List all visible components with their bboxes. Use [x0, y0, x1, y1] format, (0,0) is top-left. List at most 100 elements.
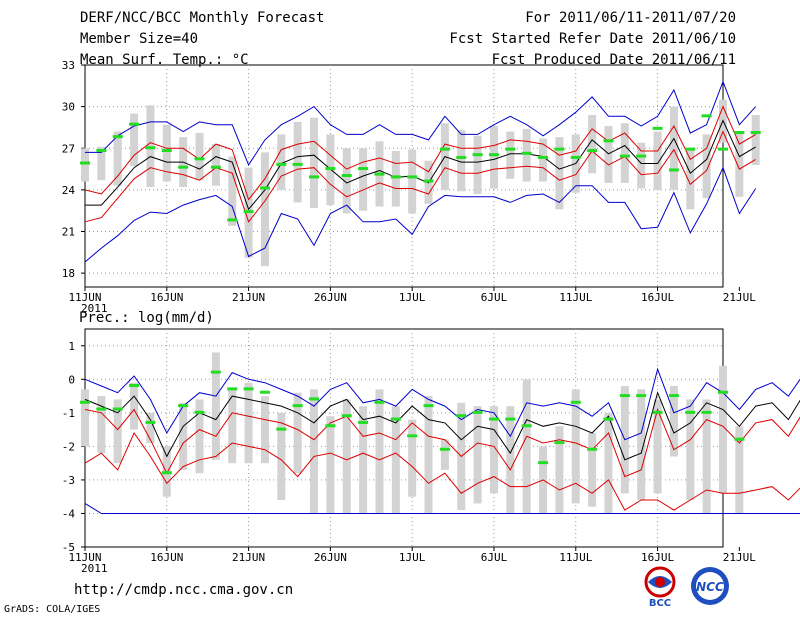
lower-spread-line	[84, 130, 756, 223]
observed-marker	[243, 387, 254, 391]
x-tick-label: 26JUN	[314, 291, 347, 304]
member-range-box	[359, 406, 368, 514]
precip-panel-title: Prec.: log(mm/d)	[79, 310, 214, 326]
member-range-box	[244, 382, 253, 464]
observed-marker	[505, 147, 516, 151]
observed-marker	[161, 471, 172, 475]
member-range-box	[359, 148, 368, 211]
observed-marker	[407, 175, 418, 179]
y-tick-label: -4	[62, 507, 76, 520]
x-tick-label: 1JUL	[399, 551, 426, 564]
member-range-box	[113, 399, 122, 464]
member-range-box	[702, 399, 711, 514]
observed-marker	[309, 397, 320, 401]
member-range-box	[702, 134, 711, 199]
member-range-box	[424, 396, 433, 514]
observed-marker	[276, 162, 287, 166]
observed-marker	[701, 114, 712, 118]
observed-marker	[178, 404, 189, 408]
observed-marker	[685, 147, 696, 151]
x-tick-label: 21JUN	[232, 551, 265, 564]
observed-marker	[325, 167, 336, 171]
member-range-box	[440, 439, 449, 470]
member-range-box	[588, 114, 597, 174]
observed-marker	[685, 410, 696, 414]
y-tick-label: 21	[62, 226, 75, 239]
member-range-box	[293, 121, 302, 203]
member-range-box	[81, 148, 89, 182]
observed-marker	[227, 218, 238, 222]
observed-marker	[292, 162, 303, 166]
member-range-box	[522, 379, 531, 514]
observed-marker	[652, 410, 663, 414]
observed-marker	[341, 414, 352, 418]
observed-marker	[292, 404, 303, 408]
ensemble-mean-line	[85, 119, 756, 211]
bcc-logo: BCC	[644, 566, 676, 608]
member-range-box	[539, 138, 548, 182]
member-range-box	[686, 399, 695, 501]
min-member-line	[84, 166, 757, 263]
observed-marker	[570, 155, 581, 159]
observed-marker	[472, 410, 483, 414]
member-range-box	[555, 137, 564, 210]
member-range-box	[391, 151, 400, 207]
observed-marker	[701, 410, 712, 414]
observed-marker	[718, 147, 728, 151]
observed-marker	[227, 387, 238, 391]
observed-marker	[96, 407, 107, 411]
observed-marker	[194, 157, 205, 161]
observed-marker	[259, 390, 270, 394]
bcc-logo-text: BCC	[649, 598, 671, 608]
x-tick-label: 6JUL	[481, 291, 508, 304]
member-size: Member Size=40	[80, 31, 199, 47]
observed-marker	[734, 130, 745, 134]
observed-marker	[276, 427, 287, 431]
x-tick-label: 21JUL	[723, 291, 756, 304]
ncc-logo: NCC	[691, 567, 729, 605]
observed-marker	[407, 434, 418, 438]
x-tick-label: 26JUN	[314, 551, 347, 564]
member-range-box	[637, 389, 646, 501]
x-tick-label: 11JUL	[559, 551, 592, 564]
observed-marker	[521, 424, 532, 428]
header-left: DERF/NCC/BCC Monthly Forecast Member Siz…	[80, 10, 324, 73]
y-tick-label: -2	[62, 440, 75, 453]
observed-marker	[80, 400, 90, 404]
member-range-box	[130, 382, 139, 430]
observed-marker	[636, 154, 647, 158]
observed-marker	[325, 424, 336, 428]
observed-marker	[129, 384, 140, 388]
x-tick-label: 11JUN	[68, 551, 101, 564]
observed-marker	[112, 407, 123, 411]
max-member-line	[84, 367, 800, 441]
member-range-box	[391, 406, 400, 514]
member-range-box	[620, 123, 629, 183]
observed-marker	[129, 122, 140, 126]
y-tick-label: 33	[62, 59, 75, 72]
observed-marker	[390, 417, 401, 421]
observed-marker	[358, 420, 369, 424]
observed-marker	[521, 151, 532, 155]
observed-marker	[423, 179, 434, 183]
member-range-box	[637, 142, 646, 189]
member-range-box	[326, 416, 335, 514]
observed-marker	[570, 400, 581, 404]
member-range-box	[669, 386, 678, 457]
x-tick-label: 16JUN	[150, 551, 183, 564]
observed-marker	[194, 410, 205, 414]
member-range-box	[751, 114, 760, 165]
observed-marker	[96, 149, 107, 153]
lower-spread-line	[84, 431, 800, 511]
member-range-box	[408, 419, 417, 497]
member-range-box	[195, 132, 204, 181]
observed-marker	[734, 437, 745, 441]
member-range-box	[179, 402, 188, 470]
member-range-box	[375, 389, 384, 514]
observed-marker	[603, 417, 614, 421]
observed-marker	[554, 147, 565, 151]
source-url[interactable]: http://cmdp.ncc.cma.gov.cn	[74, 582, 294, 598]
member-range-box	[489, 126, 498, 189]
observed-marker	[374, 400, 385, 404]
observed-marker	[439, 147, 450, 151]
